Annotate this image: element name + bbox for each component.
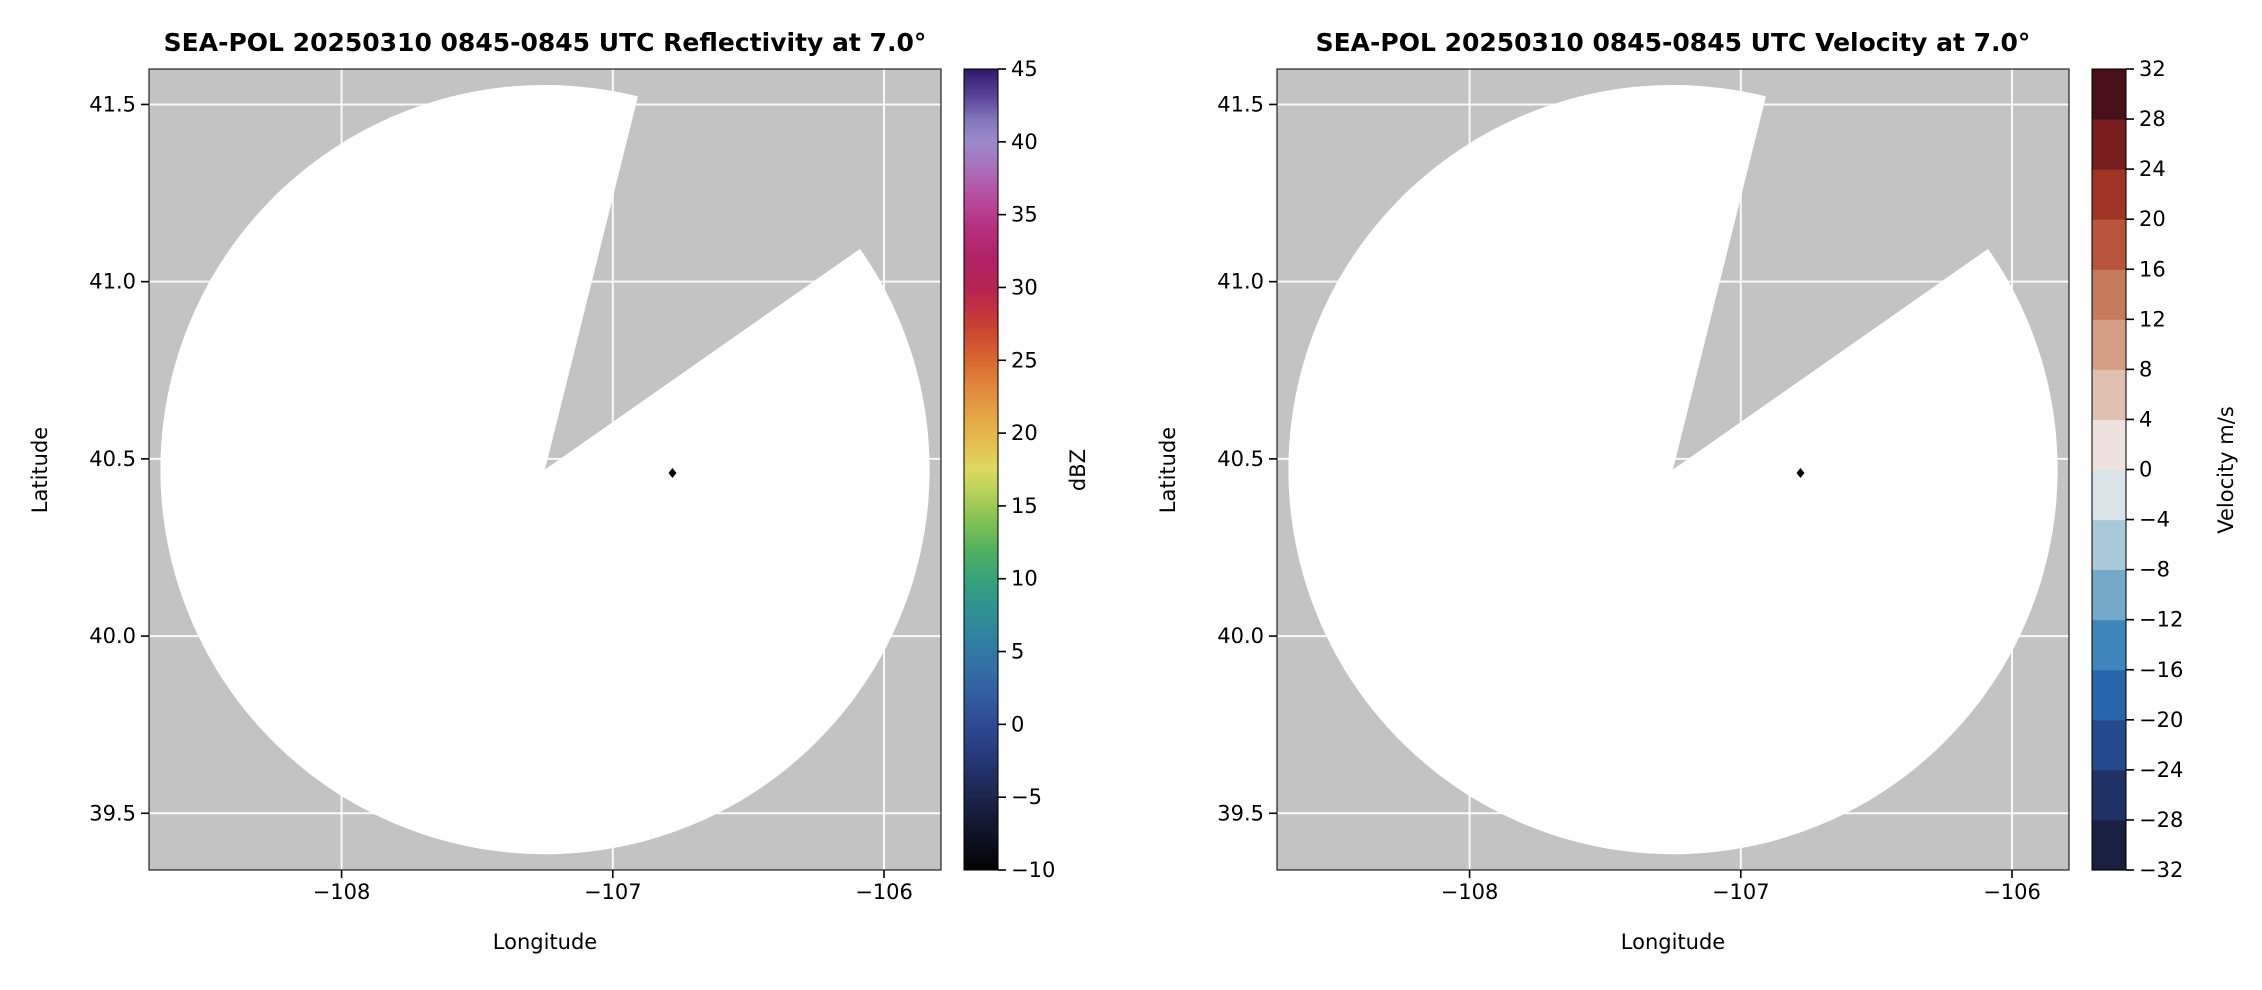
colorbar-segment <box>2092 269 2126 320</box>
colorbar-tick-label: −10 <box>1011 858 1055 882</box>
colorbar-tick-label: −28 <box>2139 808 2183 832</box>
colorbar-tick-label: 40 <box>1011 130 1038 154</box>
colorbar-tick-label: 20 <box>2139 207 2166 231</box>
x-tick-label: −108 <box>1441 880 1499 904</box>
y-axis-label-latitude: Latitude <box>1156 426 1180 514</box>
plot-frame <box>1276 68 2070 871</box>
colorbar-segment <box>2092 469 2126 521</box>
colorbar-tick-label: −24 <box>2139 758 2183 782</box>
colorbar-label-velocity: Velocity m/s <box>2214 406 2238 534</box>
colorbar-outline <box>963 68 999 871</box>
colorbar-tick-label: 10 <box>1011 567 1038 591</box>
scan-area <box>1288 84 2058 855</box>
x-tick-label: −106 <box>1983 880 2041 904</box>
y-tick-label: 40.0 <box>89 624 136 648</box>
colorbar-segment <box>2092 619 2126 671</box>
x-tick-label: −106 <box>855 880 913 904</box>
colorbar-segment <box>2092 769 2126 821</box>
y-tick-label: 41.0 <box>89 270 136 294</box>
colorbar-tick-label: 5 <box>1011 640 1024 664</box>
x-tick-label: −107 <box>584 880 642 904</box>
poi-marker <box>1796 468 1805 479</box>
y-tick-label: 40.5 <box>89 447 136 471</box>
colorbar-tick-label: 28 <box>2139 107 2166 131</box>
y-tick-label: 41.5 <box>1217 92 1264 116</box>
colorbar-tick-label: −5 <box>1011 785 1042 809</box>
colorbar-tick-label: −20 <box>2139 708 2183 732</box>
colorbar-tick-label: −16 <box>2139 658 2183 682</box>
x-axis-label-longitude: Longitude <box>492 930 598 954</box>
colorbar-tick-label: 32 <box>2139 57 2166 81</box>
colorbar-tick-label: 12 <box>2139 307 2166 331</box>
y-tick-label: 41.0 <box>1217 270 1264 294</box>
x-axis-label-longitude: Longitude <box>1620 930 1726 954</box>
colorbar-tick-label: −4 <box>2139 508 2170 532</box>
y-tick-label: 40.5 <box>1217 447 1264 471</box>
y-tick-label: 41.5 <box>89 92 136 116</box>
colorbar-tick-label: 24 <box>2139 157 2166 181</box>
colorbar-tick-label: 8 <box>2139 357 2152 381</box>
colorbar-gradient <box>964 69 998 870</box>
colorbar-tick-label: −12 <box>2139 608 2183 632</box>
colorbar-segment <box>2092 369 2126 420</box>
colorbar-segment <box>2092 519 2126 571</box>
velocity-plot-title: SEA-POL 20250310 0845-0845 UTC Velocity … <box>1315 28 2031 57</box>
colorbar-tick-label: −8 <box>2139 558 2170 582</box>
colorbar-tick-label: 35 <box>1011 203 1038 227</box>
y-tick-label: 39.5 <box>1217 801 1264 825</box>
y-tick-label: 40.0 <box>1217 624 1264 648</box>
y-tick-label: 39.5 <box>89 801 136 825</box>
colorbar-tick-label: 15 <box>1011 494 1038 518</box>
y-axis-label-latitude: Latitude <box>28 426 52 514</box>
colorbar-segment <box>2092 569 2126 621</box>
colorbar-tick-label: −32 <box>2139 858 2183 882</box>
colorbar-segment <box>2092 819 2126 871</box>
plot-frame <box>148 68 942 871</box>
colorbar-segment <box>2092 169 2126 220</box>
poi-marker <box>668 468 677 479</box>
scan-area <box>160 84 930 855</box>
colorbar-tick-label: 0 <box>1011 712 1024 736</box>
colorbar-tick-label: 20 <box>1011 421 1038 445</box>
colorbar-segment <box>2092 219 2126 270</box>
reflectivity-plot-title: SEA-POL 20250310 0845-0845 UTC Reflectiv… <box>163 28 927 57</box>
colorbar-tick-label: 30 <box>1011 275 1038 299</box>
colorbar-tick-label: 4 <box>2139 407 2152 431</box>
x-tick-label: −108 <box>313 880 371 904</box>
x-tick-label: −107 <box>1712 880 1770 904</box>
colorbar-tick-label: 16 <box>2139 257 2166 281</box>
colorbar-segment <box>2092 119 2126 170</box>
colorbar-label-dbz: dBZ <box>1066 448 1090 492</box>
colorbar-segment <box>2092 419 2126 470</box>
colorbar-tick-label: 45 <box>1011 57 1038 81</box>
colorbar-tick-label: 0 <box>2139 458 2152 482</box>
colorbar-segment <box>2092 319 2126 370</box>
colorbar-tick-label: 25 <box>1011 348 1038 372</box>
colorbar-segment <box>2092 719 2126 771</box>
colorbar-segment <box>2092 69 2126 120</box>
colorbar-segment <box>2092 669 2126 721</box>
